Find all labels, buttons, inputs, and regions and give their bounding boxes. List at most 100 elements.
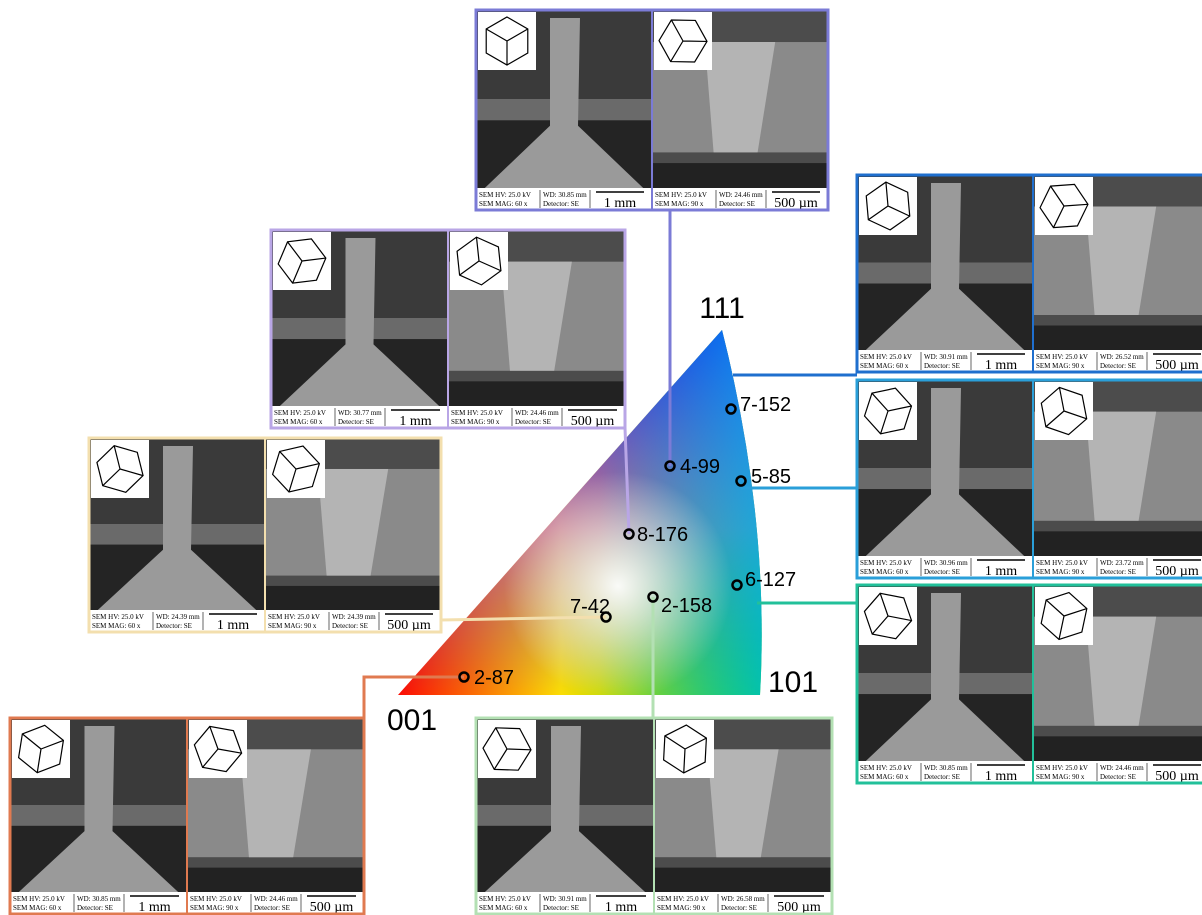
point-label: 6-127 (745, 569, 796, 591)
sem-hv: SEM HV: 25.0 kV (92, 613, 144, 621)
sem-detector: Detector: SE (1100, 568, 1136, 576)
sem-mag: SEM MAG: 60 x (479, 904, 528, 912)
point-label: 5-85 (751, 466, 791, 488)
sem-wd: WD: 24.46 mm (254, 895, 298, 903)
stage-dark (1033, 531, 1202, 556)
corner-label: 111 (699, 292, 745, 325)
sem-mag: SEM MAG: 90 x (1036, 568, 1085, 576)
sem-detector: Detector: SE (254, 904, 290, 912)
sem-hv: SEM HV: 25.0 kV (1036, 353, 1088, 361)
sem-panel: SEM HV: 25.0 kVSEM MAG: 60 xWD: 30.91 mm… (857, 175, 1202, 373)
sem-image: SEM HV: 25.0 kVSEM MAG: 60 x WD: 30.85 mm… (476, 10, 652, 211)
sem-hv: SEM HV: 25.0 kV (655, 191, 707, 199)
sem-wd: WD: 24.46 mm (719, 191, 763, 199)
sem-hv: SEM HV: 25.0 kV (451, 409, 503, 417)
sem-wd: WD: 30.96 mm (924, 559, 968, 567)
sem-mag: SEM MAG: 60 x (13, 904, 62, 912)
sem-mag: SEM MAG: 90 x (1036, 362, 1085, 370)
sem-hv: SEM HV: 25.0 kV (268, 613, 320, 621)
stage-dark (448, 381, 625, 406)
sem-mag: SEM MAG: 90 x (1036, 773, 1085, 781)
point-label: 7-152 (740, 394, 791, 416)
sem-detector: Detector: SE (543, 904, 579, 912)
sem-image: SEM HV: 25.0 kVSEM MAG: 60 xWD: 30.85 mm… (857, 585, 1033, 784)
sem-panel: SEM HV: 25.0 kVSEM MAG: 60 xWD: 30.85 mm… (476, 10, 828, 211)
sem-hv: SEM HV: 25.0 kV (479, 191, 531, 199)
sem-hv: SEM HV: 25.0 kV (860, 559, 912, 567)
sem-mag: SEM MAG: 60 x (860, 362, 909, 370)
sem-detector: Detector: SE (515, 418, 551, 426)
point-label: 4-99 (680, 456, 720, 478)
sem-detector: Detector: SE (156, 622, 192, 630)
sem-hv: SEM HV: 25.0 kV (13, 895, 65, 903)
sem-detector: Detector: SE (924, 362, 960, 370)
sem-hv: SEM HV: 25.0 kV (860, 764, 912, 772)
stage-dark (265, 586, 441, 610)
sem-wd: WD: 30.91 mm (924, 353, 968, 361)
stage-dark (1033, 736, 1202, 761)
sem-mag: SEM MAG: 60 x (92, 622, 141, 630)
sem-wd: WD: 30.85 mm (543, 191, 587, 199)
sem-wd: WD: 30.85 mm (77, 895, 121, 903)
sem-mag: SEM MAG: 60 x (274, 418, 323, 426)
sem-detector: Detector: SE (924, 568, 960, 576)
stage-dark (654, 868, 832, 892)
sem-detector: Detector: SE (924, 773, 960, 781)
sem-wd: WD: 26.52 mm (1100, 353, 1144, 361)
sem-mag: SEM MAG: 60 x (860, 568, 909, 576)
sem-detector: Detector: SE (719, 200, 755, 208)
sem-detector: Detector: SE (721, 904, 757, 912)
corner-label: 001 (387, 704, 437, 737)
sem-wd: WD: 24.46 mm (515, 409, 559, 417)
corner-label: 101 (768, 666, 818, 699)
sem-wd: WD: 30.91 mm (543, 895, 587, 903)
point-label: 7-42 (570, 596, 610, 618)
sem-hv: SEM HV: 25.0 kV (1036, 764, 1088, 772)
sem-wd: WD: 30.85 mm (924, 764, 968, 772)
sem-mag: SEM MAG: 90 x (655, 200, 704, 208)
sem-image: SEM HV: 25.0 kVSEM MAG: 60 x WD: 30.85 mm… (10, 718, 187, 915)
sem-mag: SEM MAG: 90 x (657, 904, 706, 912)
sem-detector: Detector: SE (332, 622, 368, 630)
sem-hv: SEM HV: 25.0 kV (190, 895, 242, 903)
sem-detector: Detector: SE (338, 418, 374, 426)
point-label: 2-87 (474, 667, 514, 689)
stage-dark (652, 163, 828, 188)
sem-wd: WD: 30.77 mm (338, 409, 382, 417)
point-label: 2-158 (661, 595, 712, 617)
sem-panel: SEM HV: 25.0 kV SEM MAG: 60 x WD: 30.77 mm… (271, 230, 625, 429)
sem-image: SEM HV: 25.0 kVSEM MAG: 60 xWD: 30.77 mm… (271, 230, 448, 429)
sem-wd: WD: 26.58 mm (721, 895, 765, 903)
sem-wd: WD: 24.39 mm (156, 613, 200, 621)
stage-dark (187, 868, 364, 892)
sem-hv: SEM HV: 25.0 kV (860, 353, 912, 361)
sem-hv: SEM HV: 25.0 kV (1036, 559, 1088, 567)
sem-image: SEM HV: 25.0 kVSEM MAG: 90 x WD: 24.39 mm… (265, 438, 441, 633)
sem-image: SEM HV: 25.0 kVSEM MAG: 60 x WD: 24.39 mm… (89, 438, 265, 633)
sem-mag: SEM MAG: 90 x (190, 904, 239, 912)
sem-wd: WD: 23.72 mm (1100, 559, 1144, 567)
sem-wd: WD: 24.46 mm (1100, 764, 1144, 772)
stage-dark (1033, 326, 1202, 351)
point-label: 8-176 (637, 524, 688, 546)
sem-panel: SEM HV: 25.0 kV SEM MAG: 60 x WD: 30.91 mm… (476, 718, 832, 915)
figure: 111 101 001 SEM HV: 25.0 kVSEM MAG: 60 x… (0, 0, 1202, 915)
sem-mag: SEM MAG: 90 x (268, 622, 317, 630)
sem-hv: SEM HV: 25.0 kV (657, 895, 709, 903)
sem-detector: Detector: SE (1100, 773, 1136, 781)
sem-mag: SEM MAG: 60 x (479, 200, 528, 208)
sem-mag: SEM MAG: 90 x (451, 418, 500, 426)
sem-image: SEM HV: 25.0 kVSEM MAG: 90 x WD: 26.58 mm… (654, 718, 832, 915)
sem-wd: WD: 24.39 mm (332, 613, 376, 621)
sem-detector: Detector: SE (543, 200, 579, 208)
